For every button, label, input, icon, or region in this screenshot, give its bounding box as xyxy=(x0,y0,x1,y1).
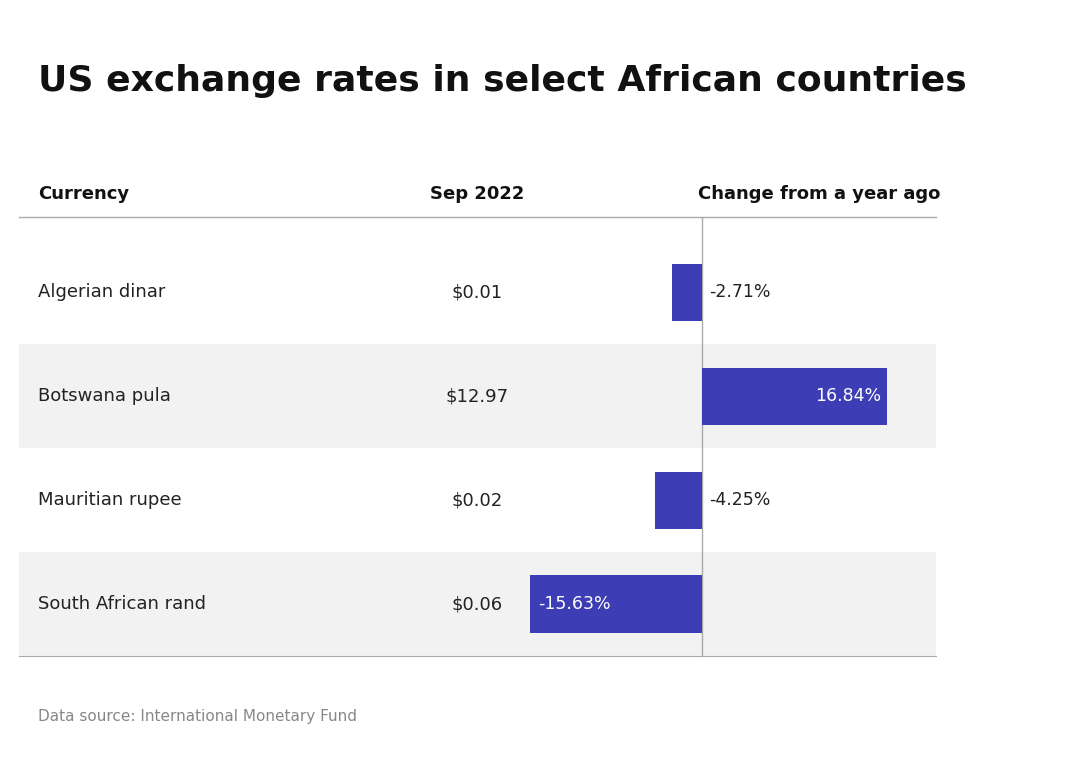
Text: $0.02: $0.02 xyxy=(451,491,503,509)
Text: Botswana pula: Botswana pula xyxy=(38,387,171,405)
Text: $0.06: $0.06 xyxy=(451,595,503,613)
Text: $0.01: $0.01 xyxy=(451,283,503,301)
FancyBboxPatch shape xyxy=(702,367,887,425)
Text: $12.97: $12.97 xyxy=(446,387,509,405)
FancyBboxPatch shape xyxy=(19,344,935,448)
Text: Data source: International Monetary Fund: Data source: International Monetary Fund xyxy=(38,708,357,724)
FancyBboxPatch shape xyxy=(19,240,935,344)
Text: US exchange rates in select African countries: US exchange rates in select African coun… xyxy=(38,64,967,98)
Text: Change from a year ago: Change from a year ago xyxy=(698,185,941,203)
FancyBboxPatch shape xyxy=(19,448,935,552)
FancyBboxPatch shape xyxy=(672,263,702,321)
Text: South African rand: South African rand xyxy=(38,595,206,613)
Text: Sep 2022: Sep 2022 xyxy=(430,185,525,203)
Text: -15.63%: -15.63% xyxy=(538,595,610,613)
Text: Algerian dinar: Algerian dinar xyxy=(38,283,165,301)
FancyBboxPatch shape xyxy=(656,471,702,529)
Text: -4.25%: -4.25% xyxy=(710,491,771,509)
FancyBboxPatch shape xyxy=(19,552,935,656)
Text: -2.71%: -2.71% xyxy=(710,283,771,301)
Text: Mauritian rupee: Mauritian rupee xyxy=(38,491,181,509)
Text: 16.84%: 16.84% xyxy=(814,387,881,405)
Text: Currency: Currency xyxy=(38,185,130,203)
FancyBboxPatch shape xyxy=(530,575,702,633)
